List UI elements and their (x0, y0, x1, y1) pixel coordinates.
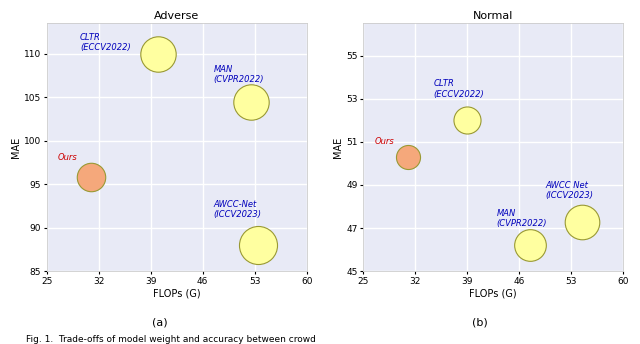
Text: CLTR
(ECCV2022): CLTR (ECCV2022) (434, 79, 484, 99)
Text: AWCC Net
(ICCV2023): AWCC Net (ICCV2023) (545, 181, 593, 200)
Text: Fig. 1.  Trade-offs of model weight and accuracy between crowd: Fig. 1. Trade-offs of model weight and a… (26, 335, 316, 344)
Title: Adverse: Adverse (154, 11, 199, 21)
Point (86, 174, 97, 180)
Text: Ours: Ours (58, 153, 77, 162)
Point (577, 219, 588, 224)
Text: Ours: Ours (374, 137, 394, 146)
Point (525, 243, 536, 248)
Title: Normal: Normal (473, 11, 513, 21)
Point (153, 51, 163, 56)
Text: (b): (b) (472, 317, 488, 327)
Text: MAN
(CVPR2022): MAN (CVPR2022) (497, 209, 547, 228)
Text: CLTR
(ECCV2022): CLTR (ECCV2022) (80, 33, 131, 52)
Point (246, 99, 256, 104)
Y-axis label: MAE: MAE (11, 137, 21, 158)
X-axis label: FLOPs (G): FLOPs (G) (153, 289, 200, 299)
Point (403, 154, 413, 160)
Text: MAN
(CVPR2022): MAN (CVPR2022) (214, 65, 264, 84)
Point (253, 242, 264, 248)
Text: (a): (a) (152, 317, 168, 327)
X-axis label: FLOPs (G): FLOPs (G) (469, 289, 517, 299)
Y-axis label: MAE: MAE (333, 137, 343, 158)
Point (462, 118, 472, 123)
Text: AWCC-Net
(ICCV2023): AWCC-Net (ICCV2023) (214, 200, 262, 219)
